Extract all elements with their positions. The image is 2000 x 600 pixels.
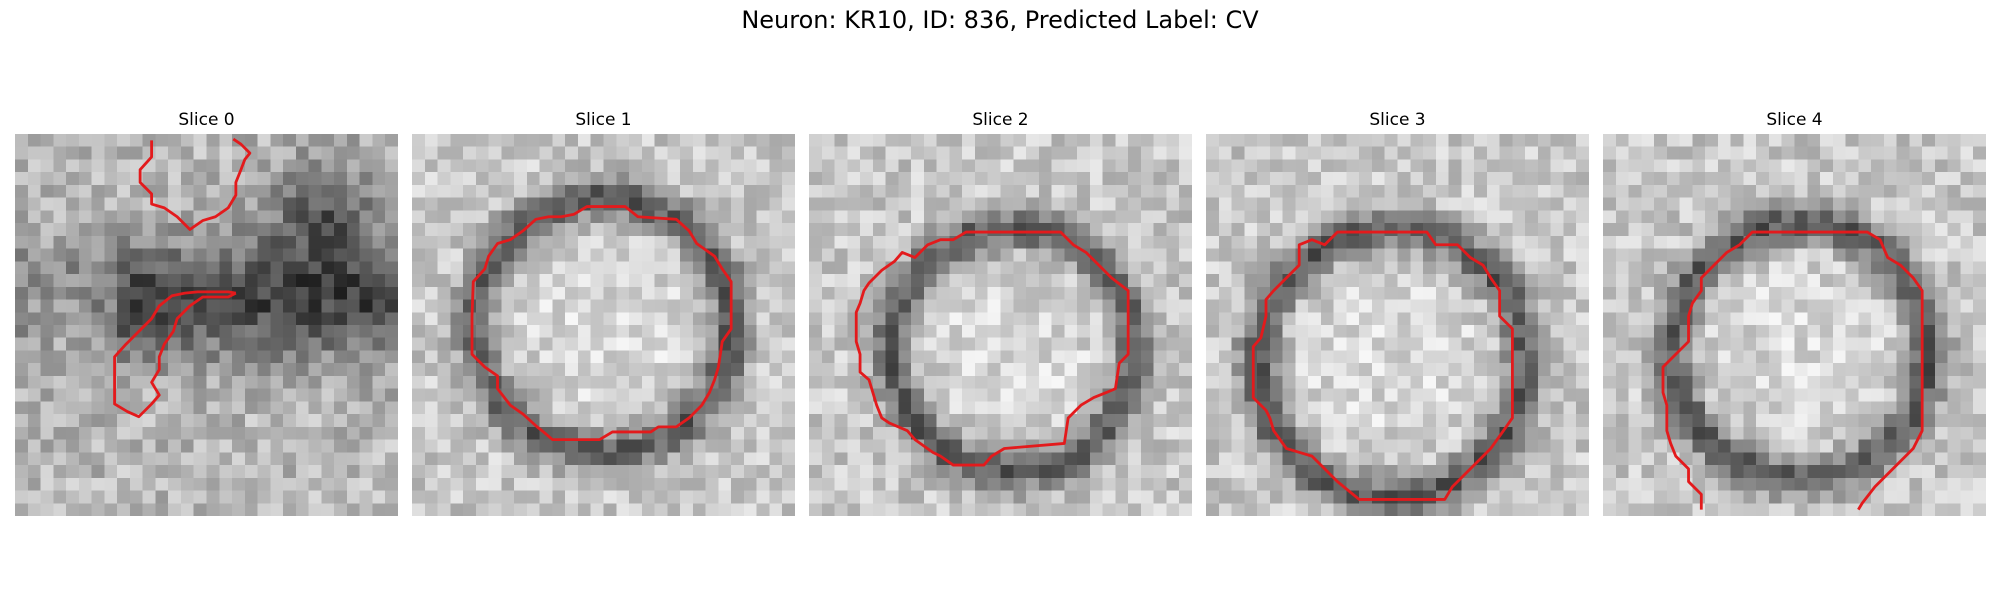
slice-0-pixels (15, 134, 398, 516)
slice-4-image (1603, 134, 1986, 516)
panel-title: Slice 4 (1766, 110, 1823, 130)
slice-0-contour-a (138, 137, 252, 231)
slice-3-image (1206, 134, 1589, 516)
slice-2-contour (854, 230, 1130, 467)
panel-slice-2: Slice 2 (809, 110, 1192, 516)
figure-title: Neuron: KR10, ID: 836, Predicted Label: … (741, 6, 1259, 34)
panel-title: Slice 2 (972, 110, 1029, 130)
panel-slice-1: Slice 1 (412, 110, 795, 516)
slice-2-pixels (809, 134, 1192, 516)
slice-0-contour-b (113, 290, 237, 419)
panel-slice-4: Slice 4 (1603, 110, 1986, 516)
slice-2-image (809, 134, 1192, 516)
panel-title: Slice 1 (575, 110, 632, 130)
panel-title: Slice 0 (178, 110, 235, 130)
slice-3-pixels (1206, 134, 1589, 516)
panel-slice-0: Slice 0 (15, 110, 398, 516)
panel-title: Slice 3 (1369, 110, 1426, 130)
slice-4-contour (1661, 230, 1924, 511)
slice-4-pixels (1603, 134, 1986, 516)
slice-0-image (15, 134, 398, 516)
slice-3-contour (1251, 230, 1514, 501)
slice-1-image (412, 134, 795, 516)
panel-slice-3: Slice 3 (1206, 110, 1589, 516)
slice-1-pixels (412, 134, 795, 516)
slice-1-contour (470, 205, 733, 442)
